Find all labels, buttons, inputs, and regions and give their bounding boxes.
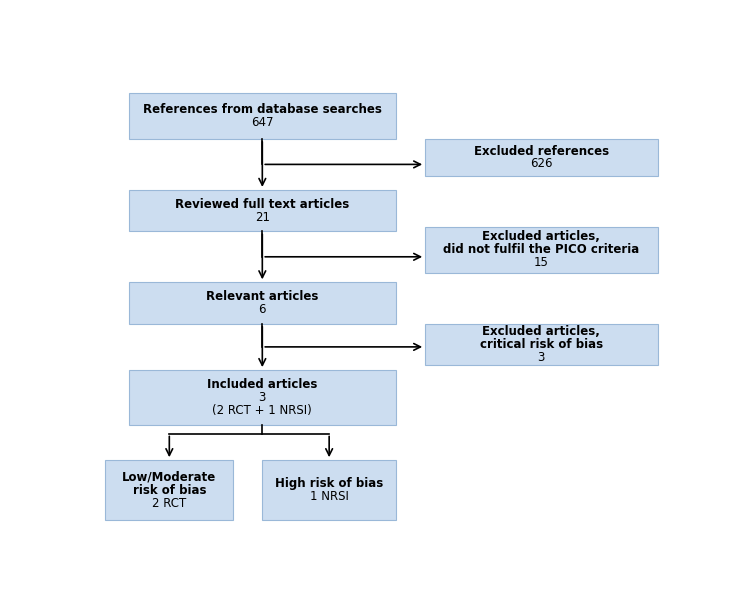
- Text: 2 RCT: 2 RCT: [152, 497, 187, 509]
- Text: did not fulfil the PICO criteria: did not fulfil the PICO criteria: [443, 244, 640, 256]
- FancyBboxPatch shape: [262, 460, 396, 520]
- Text: 1 NRSI: 1 NRSI: [310, 490, 349, 503]
- Text: 15: 15: [534, 256, 549, 269]
- FancyBboxPatch shape: [425, 139, 658, 176]
- Text: Excluded articles,: Excluded articles,: [482, 230, 600, 244]
- Text: Relevant articles: Relevant articles: [206, 290, 319, 303]
- Text: Included articles: Included articles: [207, 378, 317, 391]
- Text: Excluded articles,: Excluded articles,: [482, 325, 600, 338]
- Text: 647: 647: [251, 116, 274, 129]
- Text: Reviewed full text articles: Reviewed full text articles: [176, 197, 350, 211]
- Text: 626: 626: [530, 157, 553, 170]
- Text: References from database searches: References from database searches: [142, 103, 382, 116]
- Text: Excluded references: Excluded references: [474, 145, 609, 158]
- Text: (2 RCT + 1 NRSI): (2 RCT + 1 NRSI): [212, 404, 312, 417]
- Text: 3: 3: [259, 391, 266, 404]
- FancyBboxPatch shape: [105, 460, 233, 520]
- Text: risk of bias: risk of bias: [133, 484, 206, 497]
- Text: Low/Moderate: Low/Moderate: [122, 470, 217, 484]
- FancyBboxPatch shape: [129, 93, 396, 139]
- Text: 21: 21: [255, 211, 270, 224]
- Text: 3: 3: [538, 351, 545, 364]
- Text: critical risk of bias: critical risk of bias: [480, 338, 603, 351]
- FancyBboxPatch shape: [129, 370, 396, 425]
- Text: High risk of bias: High risk of bias: [275, 477, 383, 490]
- FancyBboxPatch shape: [129, 282, 396, 324]
- Text: 6: 6: [259, 303, 266, 316]
- FancyBboxPatch shape: [425, 324, 658, 365]
- FancyBboxPatch shape: [129, 190, 396, 232]
- FancyBboxPatch shape: [425, 227, 658, 273]
